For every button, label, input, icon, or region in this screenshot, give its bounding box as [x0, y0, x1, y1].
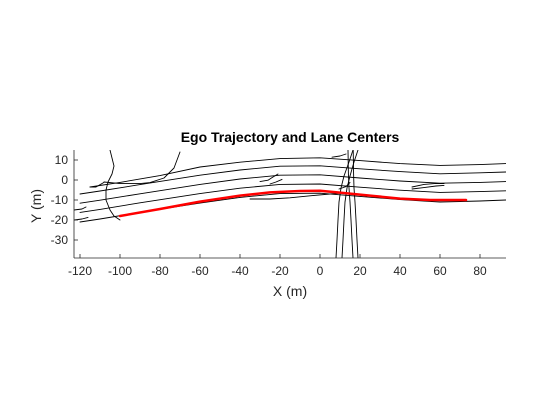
lane-center-line-19 — [411, 182, 445, 188]
lane-center-line-17 — [269, 178, 283, 185]
x-tick-label: 60 — [433, 264, 447, 278]
y-tick-label: -20 — [51, 213, 69, 227]
lane-center-line-6 — [105, 150, 121, 221]
x-tick-label: -60 — [191, 264, 209, 278]
x-axis-label: X (m) — [273, 283, 307, 299]
lane-center-line-15 — [338, 181, 351, 190]
y-tick-label: 10 — [55, 153, 69, 167]
x-tick-label: -20 — [271, 264, 289, 278]
lane-center-line-3 — [79, 174, 506, 204]
tick-labels: -120 -100 -80 -60 -40 -20 0 20 40 60 80100-10-20-3… — [51, 153, 487, 278]
lane-center-line-5 — [89, 157, 506, 188]
axes — [73, 150, 506, 259]
chart-title: Ego Trajectory and Lane Centers — [181, 129, 400, 145]
lane-center-line-21 — [331, 153, 347, 158]
x-tick-label: -100 — [108, 264, 132, 278]
ego-trajectory-line — [118, 189, 468, 218]
lane-center-line-7 — [103, 151, 181, 185]
x-tick-label: -120 — [68, 264, 92, 278]
y-tick-label: 0 — [61, 173, 68, 187]
x-tick-label: 80 — [473, 264, 487, 278]
x-tick-label: -40 — [231, 264, 249, 278]
lane-center-line-2 — [79, 183, 506, 213]
lane-center-line-4 — [79, 165, 506, 195]
x-tick-label: 20 — [353, 264, 367, 278]
lane-center-line-14 — [352, 150, 359, 258]
y-tick-label: -30 — [51, 233, 69, 247]
plot-area — [74, 150, 506, 258]
lane-center-line-20 — [411, 184, 445, 190]
x-tick-label: -80 — [151, 264, 169, 278]
lane-center-line-16 — [259, 173, 279, 183]
x-tick-label: 40 — [393, 264, 407, 278]
lane-center-line-18 — [249, 192, 341, 200]
lane-center-line-9 — [74, 206, 87, 211]
x-tick-label: 0 — [317, 264, 324, 278]
y-axis-label: Y (m) — [28, 189, 44, 223]
lane-center-line-8 — [89, 181, 105, 188]
y-tick-label: -10 — [51, 193, 69, 207]
lane-center-line-13 — [347, 150, 354, 258]
